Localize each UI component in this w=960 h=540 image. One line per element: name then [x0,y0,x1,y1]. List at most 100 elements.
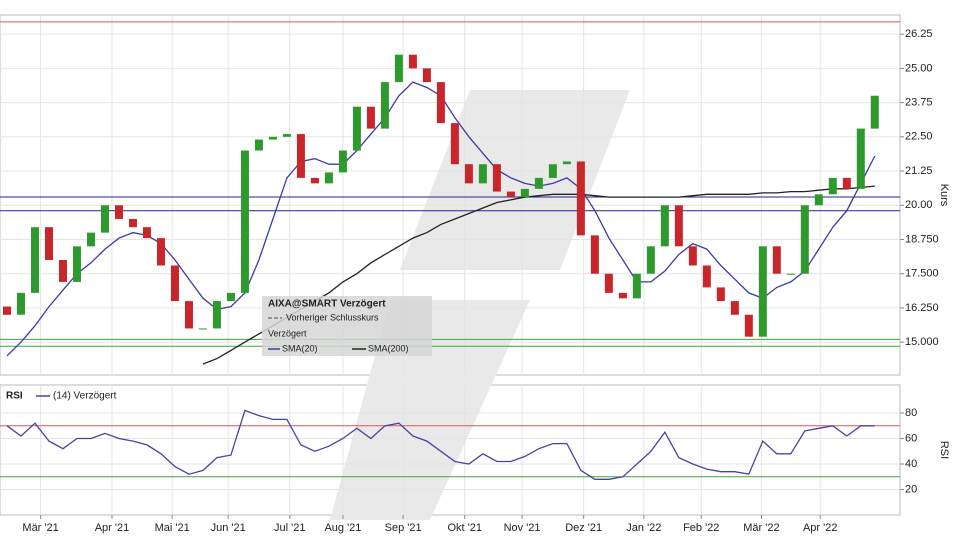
candle [436,82,445,124]
rsi-title: RSI [6,391,23,402]
x-tick-label: Feb '22 [683,522,719,534]
x-tick-label: Mär '21 [22,522,58,534]
candle [100,205,109,233]
candle [702,265,711,288]
legend: AIXA@SMART Verzögert Vorheriger Schlussk… [262,296,432,356]
candle [618,292,627,299]
y-axis-title: RSI [938,441,950,459]
y-tick-label: 23.75 [905,97,933,109]
candle [870,95,879,129]
candle [212,301,221,329]
candle [16,292,25,315]
candle [590,235,599,274]
x-tick-label: Jun '21 [211,522,246,534]
candle [58,260,67,282]
series-line [6,409,875,480]
legend-title: AIXA@SMART Verzögert [268,299,386,310]
candle [646,246,655,274]
candle [310,177,319,184]
candle [86,232,95,247]
x-tick-label: Apr '22 [803,522,838,534]
candle [72,246,81,282]
candle [758,246,767,337]
candle [226,292,235,302]
candle [296,134,305,178]
candle [464,164,473,184]
x-tick-label: Mär '22 [743,522,779,534]
y-tick-label: 16.250 [905,302,939,314]
marks [0,21,900,480]
candle [128,218,137,228]
y-tick-label: 25.00 [905,62,933,74]
y-tick-label: 20 [905,483,917,495]
x-tick-label: Aug '21 [324,522,361,534]
candle [254,139,263,151]
x-tick-label: Dez '21 [565,522,602,534]
candle [268,136,277,140]
candle [170,265,179,302]
candle [380,82,389,129]
y-tick-label: 15.000 [905,336,939,348]
candle [730,301,739,315]
candle [856,128,865,189]
candle [604,273,613,293]
y-tick-label: 60 [905,432,917,444]
candle [408,54,417,69]
x-tick-label: Jan '22 [626,522,661,534]
legend-entry: SMA(20) [282,343,318,353]
candle [114,205,123,219]
candle [660,205,669,247]
candle [744,314,753,337]
x-tick-label: Okt '21 [447,522,482,534]
candle [548,164,557,178]
candle [716,287,725,302]
candle [800,205,809,274]
candle [534,177,543,189]
x-tick-label: Jul '21 [274,522,305,534]
legend-entry: SMA(200) [368,343,409,353]
rsi-legend-entry: (14) Verzögert [53,391,117,402]
candle [562,161,571,165]
candle [520,188,529,198]
candle [576,161,585,236]
candle [156,238,165,266]
legend-box [262,296,432,356]
candle [814,194,823,206]
y-tick-label: 18.750 [905,233,939,245]
legend-note: Verzögert [268,328,307,338]
y-tick-label: 17.500 [905,268,939,280]
candle [786,273,795,275]
candle [772,246,781,274]
candle [506,191,515,198]
candle [184,301,193,329]
candle [30,227,39,293]
candle [828,177,837,195]
candle [492,164,501,192]
candle [2,306,11,315]
candle [674,205,683,247]
x-tick-label: Nov '21 [504,522,541,534]
legend-note: Vorheriger Schlusskurs [286,312,379,322]
candle [450,123,459,165]
candle [422,68,431,83]
candle [394,54,403,83]
candle [366,106,375,129]
candle [632,273,641,299]
candle [842,177,851,189]
x-tick-label: Apr '21 [95,522,130,534]
candle [352,106,361,151]
y-tick-label: 21.25 [905,165,933,177]
candle [44,227,53,261]
x-tick-label: Sep '21 [385,522,422,534]
candle [142,227,151,239]
candle [324,172,333,184]
y-tick-label: 26.25 [905,28,933,40]
candle [198,328,207,330]
candle [338,150,347,173]
y-tick-label: 80 [905,407,917,419]
candle [240,150,249,293]
y-tick-label: 40 [905,458,917,470]
candle [478,164,487,184]
y-tick-label: 22.50 [905,131,933,143]
